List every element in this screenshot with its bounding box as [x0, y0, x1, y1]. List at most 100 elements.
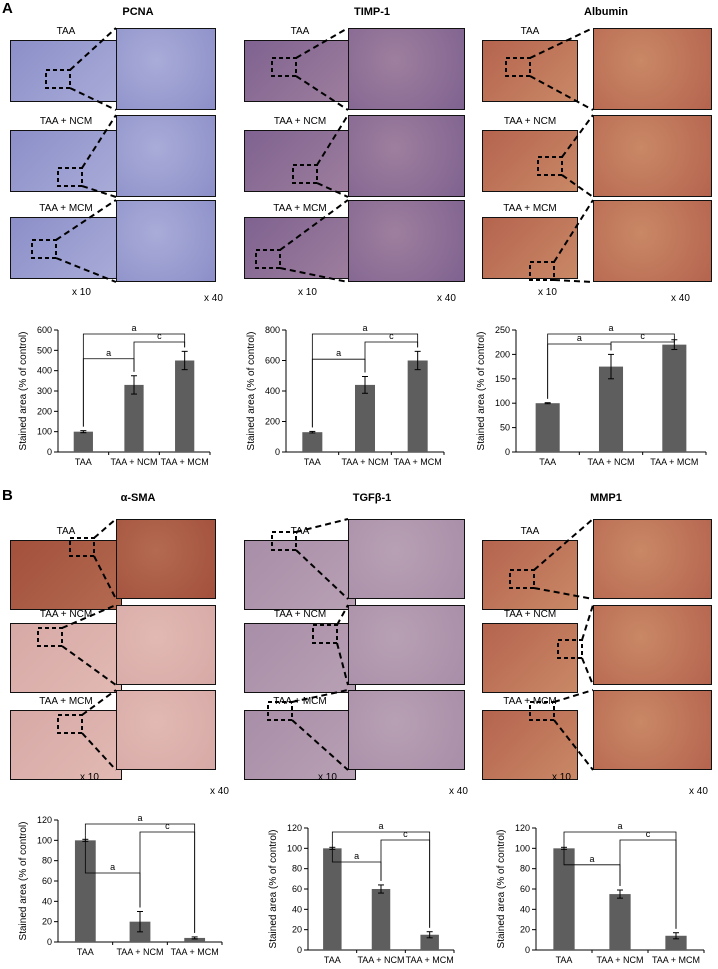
significance-bracket — [133, 341, 186, 372]
zoom-region-box — [271, 531, 297, 551]
significance-label: a — [354, 851, 359, 861]
zoom-region-box — [271, 57, 297, 77]
significance-label: a — [577, 333, 582, 343]
micrograph-high-magnification — [593, 605, 712, 685]
zoom-connector-line — [61, 604, 117, 629]
zoom-connector-line — [316, 182, 349, 198]
zoom-region-box — [509, 569, 535, 589]
zoom-region-box — [45, 69, 71, 89]
bar — [420, 934, 439, 950]
bar — [124, 384, 144, 452]
x-tick-label: TAA — [556, 955, 573, 965]
bar-chart: 0 20 40 60 80 100 120 Stained area (% of contro… — [18, 813, 223, 957]
magnification-label-high: x 40 — [689, 786, 708, 797]
magnification-label-low: x 10 — [298, 287, 317, 298]
bar — [184, 937, 206, 942]
micrograph-high-magnification — [348, 605, 465, 685]
condition-label: TAA + NCM — [273, 609, 327, 620]
bar — [609, 894, 631, 950]
zoom-connector-line — [81, 185, 117, 198]
condition-label: TAA + MCM — [273, 696, 327, 707]
micrograph-low-magnification — [482, 623, 578, 693]
bar — [323, 848, 342, 950]
micrograph-low-magnification — [10, 623, 122, 693]
significance-bracket — [139, 831, 196, 933]
significance-label: a — [589, 854, 594, 864]
magnification-label-low: x 10 — [72, 287, 91, 298]
y-tick-label: 200 — [265, 417, 280, 427]
zoom-connector-line — [291, 689, 349, 703]
bar — [73, 431, 93, 452]
x-tick-label: TAA + MCM — [171, 947, 219, 957]
x-tick-label: TAA + MCM — [394, 457, 442, 467]
column-title-mmp1: MMP1 — [590, 492, 622, 504]
zoom-region-box — [69, 537, 95, 557]
zoom-connector-line — [279, 267, 349, 283]
significance-label: a — [608, 323, 613, 333]
micrograph-low-magnification — [244, 710, 356, 780]
magnification-label-low: x 10 — [318, 772, 337, 783]
significance-label: c — [389, 331, 394, 341]
micrograph-high-magnification — [593, 200, 712, 282]
magnification-label-low: x 10 — [538, 287, 557, 298]
condition-label: TAA — [56, 526, 76, 537]
y-tick-label: 80 — [42, 856, 52, 866]
bar-chart: 0 100 200 300 400 500 600 Stained area (% of co… — [18, 323, 211, 467]
magnification-label-low: x 10 — [80, 772, 99, 783]
x-tick-label: TAA + MCM — [652, 955, 700, 965]
y-axis-label: Stained area (% of control) — [18, 822, 29, 941]
column-title-tgfb1: TGFβ-1 — [352, 492, 392, 504]
micrograph-high-magnification — [348, 200, 465, 282]
y-tick-label: 800 — [265, 325, 280, 335]
significance-label: a — [110, 862, 115, 872]
y-tick-label: 250 — [495, 325, 510, 335]
x-tick-label: TAA + MCM — [650, 457, 698, 467]
y-tick-label: 80 — [292, 864, 302, 874]
x-tick-label: TAA — [77, 947, 94, 957]
condition-label: TAA + MCM — [273, 203, 327, 214]
x-tick-label: TAA — [304, 457, 321, 467]
micrograph-high-magnification — [593, 690, 712, 770]
condition-label: TAA + NCM — [39, 609, 93, 620]
y-axis-label: Stained area (% of control) — [496, 830, 507, 949]
y-tick-label: 200 — [37, 406, 52, 416]
micrograph-high-magnification — [593, 115, 712, 197]
zoom-region-box — [37, 627, 63, 647]
y-tick-label: 120 — [287, 823, 302, 833]
zoom-connector-line — [93, 555, 117, 600]
zoom-connector-line — [553, 199, 594, 263]
y-tick-label: 0 — [47, 937, 52, 947]
zoom-connector-line — [69, 27, 117, 71]
bar-chart: 0 50 100 150 200 250 Stained area (% of contro… — [476, 323, 707, 467]
significance-bracket — [380, 839, 431, 928]
bar — [553, 848, 575, 950]
y-tick-label: 0 — [525, 945, 530, 955]
bar — [74, 840, 96, 942]
magnification-label-high: x 40 — [449, 786, 468, 797]
significance-label: c — [403, 829, 408, 839]
y-tick-label: 0 — [505, 447, 510, 457]
micrograph-low-magnification — [482, 40, 578, 102]
zoom-connector-line — [561, 114, 594, 158]
magnification-label-low: x 10 — [552, 772, 571, 783]
y-tick-label: 0 — [297, 945, 302, 955]
zoom-connector-line — [553, 279, 594, 283]
bar-chart: 0 200 400 600 800 Stained area (% of control)… — [246, 323, 445, 467]
zoom-region-box — [57, 167, 83, 187]
bar — [535, 403, 560, 452]
micrograph-low-magnification — [482, 540, 578, 610]
zoom-region-box — [529, 701, 555, 721]
micrograph-low-magnification — [244, 130, 356, 192]
zoom-connector-line — [295, 549, 349, 600]
condition-label: TAA + NCM — [273, 116, 327, 127]
column-title-timp1: TIMP-1 — [353, 6, 391, 18]
x-tick-label: TAA + MCM — [161, 457, 209, 467]
y-tick-label: 150 — [495, 374, 510, 384]
y-tick-label: 0 — [275, 447, 280, 457]
zoom-region-box — [267, 701, 293, 721]
micrograph-high-magnification — [116, 200, 216, 282]
condition-label: TAA + MCM — [39, 203, 93, 214]
zoom-region-box — [31, 239, 57, 259]
x-tick-label: TAA + NCM — [116, 947, 163, 957]
